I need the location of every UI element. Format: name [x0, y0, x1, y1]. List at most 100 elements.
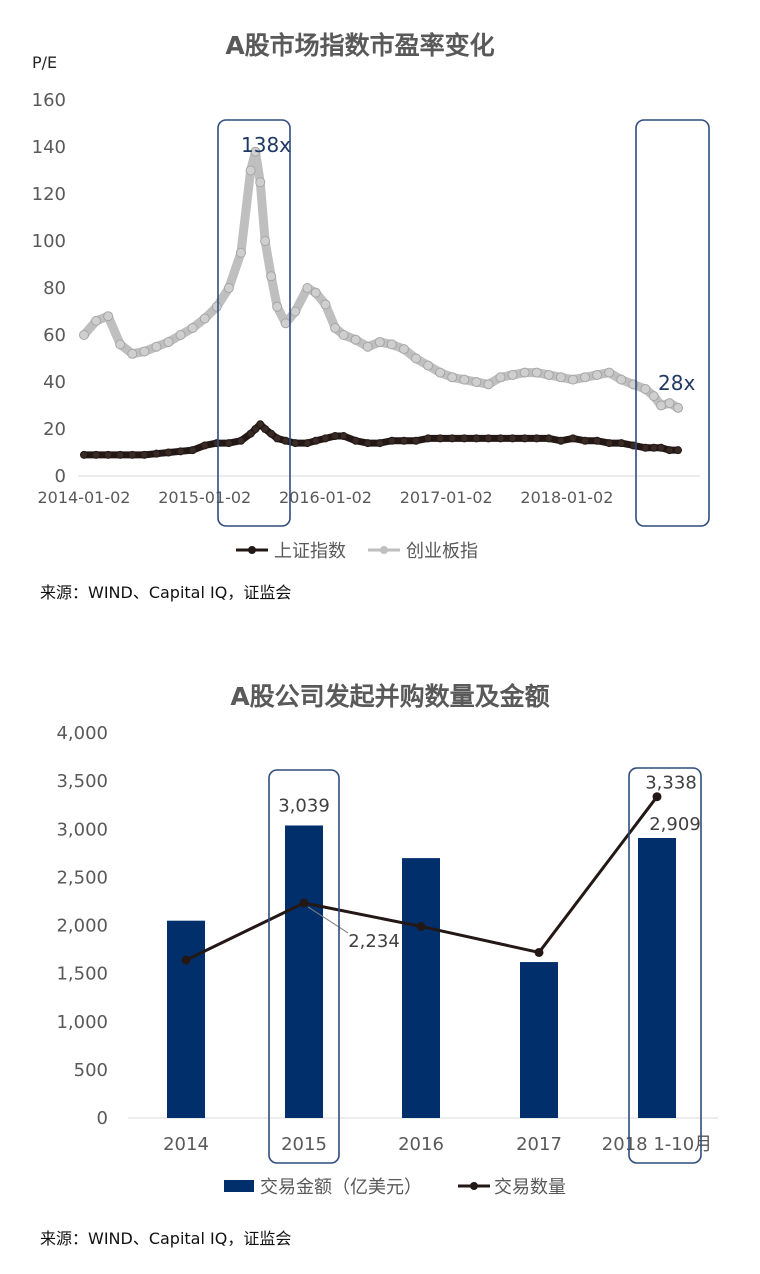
shanghai-point: [412, 436, 421, 445]
chinext-point: [272, 301, 283, 312]
pe-y-tick-label: 160: [32, 90, 66, 111]
ma-y-tick-label: 3,500: [56, 771, 108, 792]
chinext-point: [386, 339, 397, 350]
pe-x-tick-label: 2017-01-02: [400, 488, 493, 507]
shanghai-point: [399, 436, 408, 445]
highlight-box-2018-bar: [628, 767, 702, 1164]
legend-marker-count: [470, 1182, 478, 1190]
pe-x-ticks: 2014-01-02 2015-01-02 2016-01-02 2017-01-02…: [38, 488, 614, 507]
shanghai-point: [674, 446, 682, 455]
shanghai-point: [164, 448, 173, 457]
pe-y-tick-label: 120: [32, 184, 66, 205]
ma-data-labels: 3,039 2,909 2,234 3,338: [278, 773, 701, 952]
pe-x-tick-label: 2016-01-02: [279, 488, 372, 507]
chinext-point: [459, 374, 470, 385]
shanghai-point: [267, 429, 276, 438]
chinext-point: [199, 313, 210, 324]
pe-y-tick-label: 60: [43, 325, 66, 346]
shanghai-point: [363, 439, 372, 448]
annotation-138x: 138x: [241, 133, 291, 157]
shanghai-point: [460, 434, 469, 443]
chinext-point: [398, 344, 409, 355]
shanghai-point: [236, 436, 245, 445]
shanghai-point: [657, 443, 666, 452]
pe-y-ticks: 0 20 40 60 80 100 120 140 160: [32, 90, 66, 487]
chinext-point: [91, 315, 102, 326]
chinext-point: [374, 337, 385, 348]
count-label-leader: [307, 906, 349, 934]
chinext-point: [290, 306, 301, 317]
shanghai-point: [472, 434, 481, 443]
highlight-box-2015-bar: [268, 769, 340, 1164]
chinext-point: [250, 146, 261, 157]
chinext-point: [245, 165, 256, 176]
ma-y-tick-label: 0: [97, 1108, 108, 1129]
ma-x-ticks: 2014 2015 2016 2017 2018 1-10月: [163, 1134, 712, 1155]
chinext-point: [260, 236, 271, 246]
shanghai-point: [641, 443, 650, 452]
pe-chart: A股市场指数市盈率变化 P/E 0 20 40 60 80 100 120 140 160 20…: [32, 31, 710, 602]
chinext-point: [139, 346, 150, 357]
shanghai-point: [303, 439, 312, 448]
legend-marker-chinext: [380, 546, 388, 554]
chinext-point: [495, 372, 506, 383]
count-data-label: 3,338: [645, 773, 697, 794]
ma-source: 来源：WIND、Capital IQ，证监会: [40, 1229, 291, 1248]
shanghai-point: [246, 429, 255, 438]
chinext-point: [543, 369, 554, 380]
chinext-point: [362, 341, 373, 352]
shanghai-point: [311, 436, 320, 445]
chinext-point: [151, 341, 162, 352]
shanghai-point: [593, 436, 602, 445]
chinext-point: [235, 247, 246, 258]
shanghai-point: [116, 450, 125, 459]
ma-chart-title: A股公司发起并购数量及金额: [230, 682, 549, 711]
amount-data-label: 2,909: [649, 814, 701, 835]
shanghai-point: [508, 434, 517, 443]
shanghai-point: [605, 439, 614, 448]
shanghai-point: [291, 439, 300, 448]
shanghai-point: [387, 436, 396, 445]
count-point: [299, 898, 309, 908]
chinext-point: [280, 318, 291, 329]
amount-data-label: 3,039: [278, 795, 330, 816]
chinext-point: [447, 372, 458, 383]
shanghai-point: [581, 436, 590, 445]
shanghai-point: [188, 446, 197, 455]
shanghai-point: [224, 439, 233, 448]
ma-y-tick-label: 500: [74, 1060, 108, 1081]
chinext-point: [127, 348, 138, 359]
chinext-point: [310, 287, 321, 298]
chinext-point: [673, 402, 683, 413]
chinext-point: [592, 369, 603, 380]
ma-y-ticks: 0 500 1,000 1,500 2,000 2,500 3,000 3,500 4,000: [56, 723, 108, 1129]
shanghai-point: [568, 434, 577, 443]
ma-count-line: [181, 792, 662, 965]
pe-y-tick-label: 0: [55, 466, 66, 487]
legend-label-amount: 交易金额（亿美元）: [260, 1177, 422, 1198]
chinext-point: [471, 377, 482, 387]
pe-y-tick-label: 40: [43, 372, 66, 393]
chinext-point: [411, 353, 422, 364]
shanghai-point: [256, 420, 265, 429]
shanghai-point: [339, 432, 348, 441]
shanghai-point: [496, 434, 505, 443]
ma-x-tick-label: 2016: [398, 1134, 444, 1155]
shanghai-point: [92, 450, 101, 459]
shanghai-point: [104, 450, 113, 459]
chinext-point: [656, 400, 667, 411]
amount-bar: [402, 858, 440, 1118]
chinext-point: [640, 384, 651, 395]
shanghai-point: [281, 436, 290, 445]
highlight-box-2015: [217, 119, 291, 527]
count-point: [181, 955, 191, 965]
ma-x-tick-label: 2015: [281, 1134, 327, 1155]
chinext-point: [255, 177, 266, 188]
count-point: [416, 921, 426, 931]
chinext-point: [664, 398, 675, 409]
chinext-point: [223, 283, 234, 293]
chinext-point: [103, 311, 114, 322]
annotation-28x: 28x: [658, 371, 695, 395]
shanghai-point: [484, 434, 493, 443]
